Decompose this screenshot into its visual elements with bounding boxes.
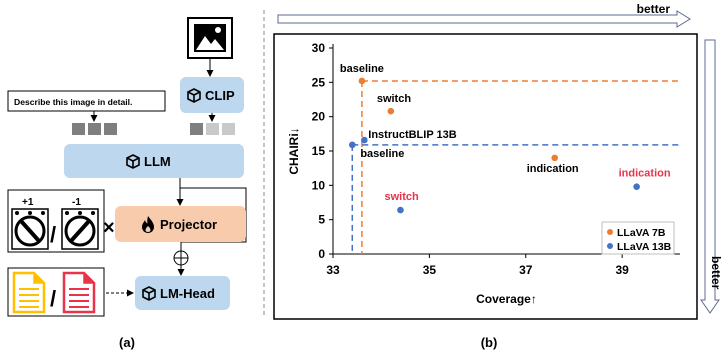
better-top-arrow (277, 10, 691, 28)
data-point (397, 206, 404, 214)
clip-module: CLIP (180, 77, 244, 113)
x-axis-label: Coverage↑ (476, 292, 537, 306)
knob-plus-label: +1 (22, 197, 34, 208)
data-label: switch (384, 191, 419, 203)
data-label: InstructBLIP 13B (368, 129, 456, 141)
y-tick-label: 10 (312, 178, 326, 192)
text-tokens (72, 123, 117, 135)
x-tick-label: 33 (326, 263, 340, 277)
cube-icon (187, 88, 201, 103)
x-tick-label: 37 (519, 263, 533, 277)
data-point (361, 136, 368, 144)
x-tick-label: 35 (423, 263, 437, 277)
y-axis-label: CHAIRi↓ (287, 127, 301, 174)
prompt-box (7, 90, 166, 112)
y-tick-label: 20 (312, 110, 326, 124)
data-point (633, 183, 640, 191)
knob-slash: / (50, 222, 56, 247)
legend-marker (607, 229, 613, 235)
better-top-label: better (637, 2, 671, 16)
llm-label: LLM (144, 154, 171, 169)
y-tick-label: 30 (312, 41, 326, 55)
data-label: switch (377, 93, 412, 105)
data-point (387, 107, 395, 115)
cube-icon (126, 154, 140, 169)
better-right-label: better (709, 256, 723, 290)
panel-a: CLIP Describe this image in detail. LLM (7, 17, 247, 350)
knob-group: +1 -1 / (7, 189, 105, 253)
document-icon (62, 271, 96, 314)
lmhead-label: LM-Head (160, 286, 215, 301)
data-point (551, 154, 558, 162)
document-slash: / (50, 286, 56, 311)
panel-b: better better 0 5 10 15 20 25 30 33 35 37 39 Covera… (273, 2, 723, 350)
plus-circle-icon (173, 242, 189, 276)
y-tick-label: 5 (318, 213, 325, 227)
y-tick-label: 25 (312, 75, 326, 89)
clip-label: CLIP (205, 88, 235, 103)
data-label: baseline (340, 63, 384, 75)
legend-label: LLaVA 7B (617, 227, 666, 239)
data-label: indication (619, 168, 671, 180)
projector-label: Projector (160, 217, 217, 232)
document-group: / (7, 267, 105, 317)
llm-module: LLM (64, 144, 244, 178)
x-tick-label: 39 (615, 263, 629, 277)
y-tick-label: 15 (312, 144, 326, 158)
data-label: indication (527, 163, 579, 175)
legend-marker (607, 243, 613, 249)
data-point (358, 77, 366, 85)
prompt-text: Describe this image in detail. (14, 97, 132, 107)
caption-b: (b) (481, 335, 498, 350)
projector-module: Projector (115, 206, 246, 242)
data-label: baseline (360, 148, 404, 160)
image-icon (187, 17, 233, 59)
scatter-chart: 0 5 10 15 20 25 30 33 35 37 39 Coverage↑ CHAIRi↓ base… (287, 41, 680, 306)
caption-a: (a) (119, 335, 135, 350)
legend-box (601, 221, 675, 255)
fire-icon (142, 216, 154, 233)
knob-icon (61, 208, 99, 250)
better-right-arrow (700, 39, 720, 314)
image-tokens (190, 123, 235, 135)
legend-label: LLaVA 13B (617, 241, 672, 253)
knob-minus-label: -1 (72, 197, 81, 208)
lmhead-module: LM-Head (135, 276, 230, 310)
data-point (348, 141, 356, 149)
cube-icon (142, 286, 156, 301)
times-symbol: × (103, 217, 115, 239)
document-icon (12, 271, 46, 314)
knob-icon (11, 208, 49, 250)
y-tick-label: 0 (318, 247, 325, 261)
